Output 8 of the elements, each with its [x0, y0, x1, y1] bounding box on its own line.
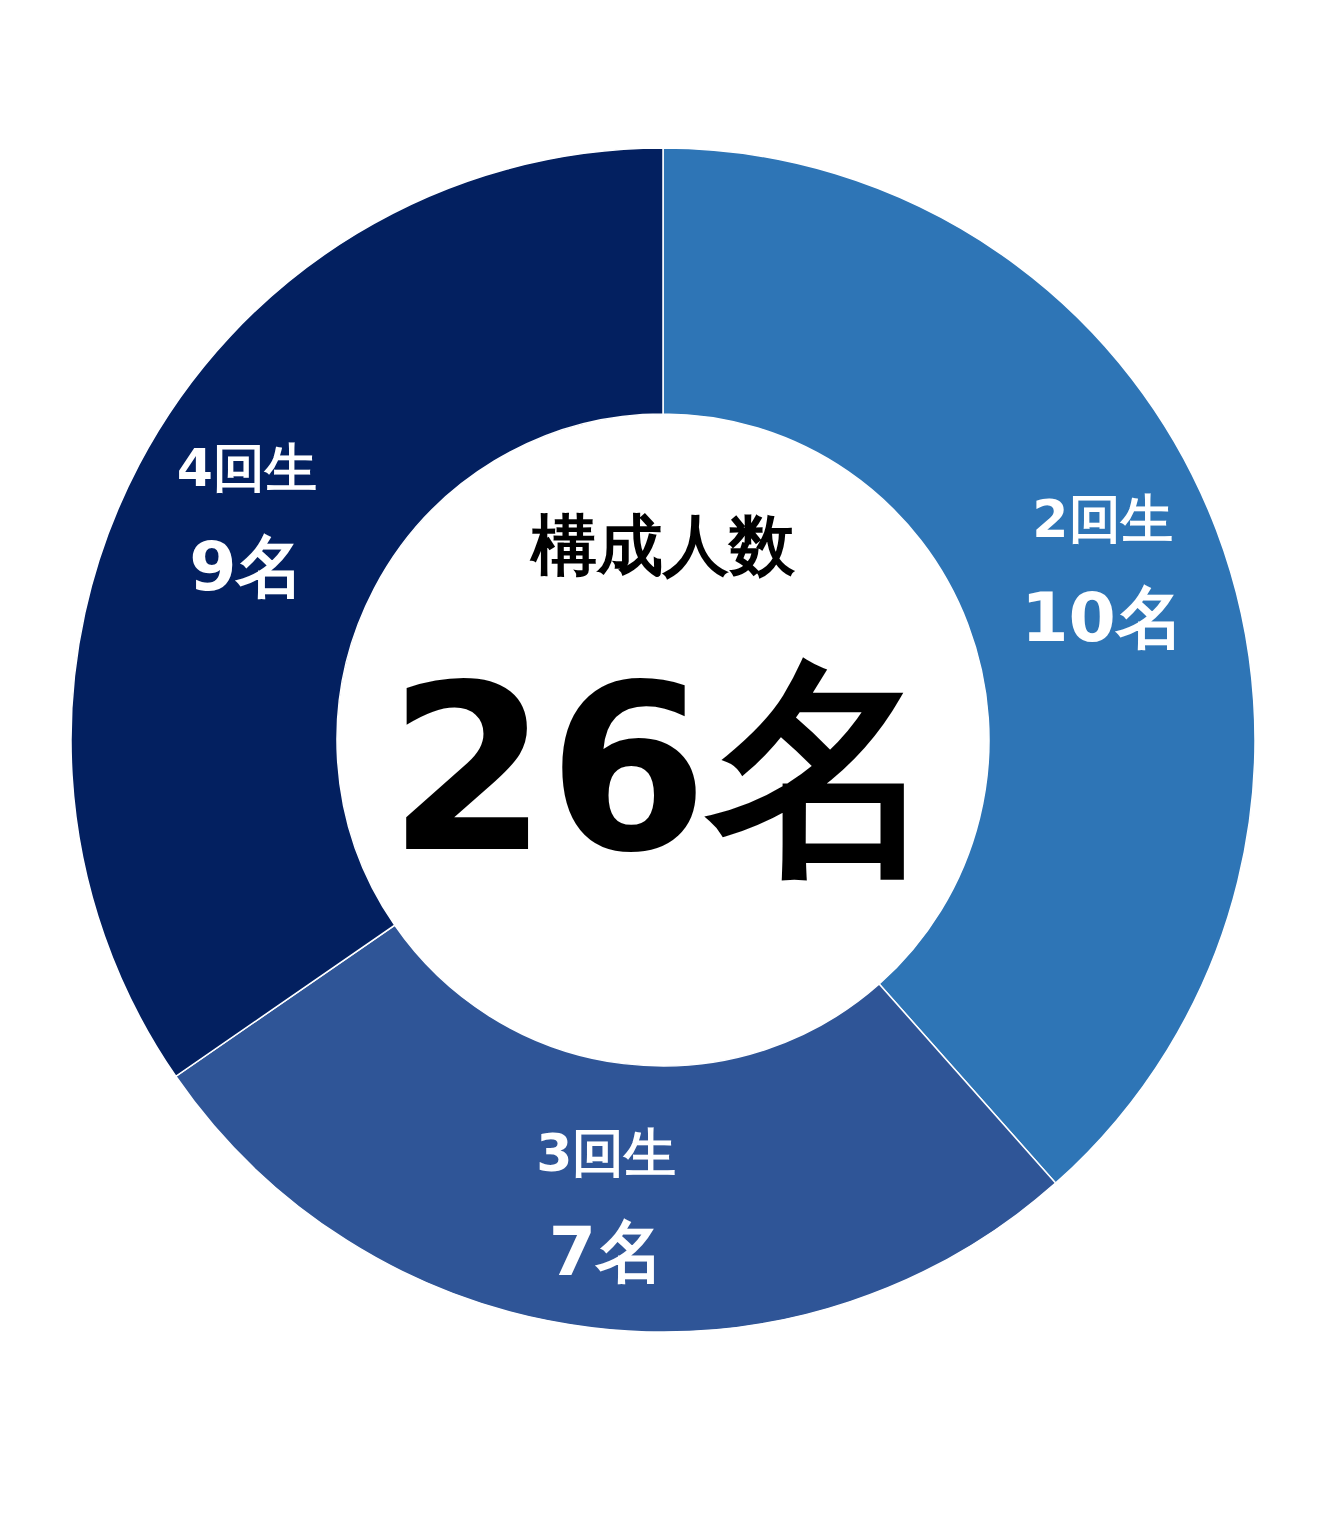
data-label: 9名: [189, 526, 305, 606]
data-label: 10名: [1021, 578, 1184, 658]
slice-label: 3回生: [536, 1122, 677, 1183]
slice-label: 2回生: [1032, 489, 1173, 550]
text: 構成人数: [529, 507, 796, 584]
data-label: 7名: [548, 1211, 665, 1291]
slice-label: 4回生: [176, 437, 317, 498]
text: 26名: [387, 636, 939, 903]
